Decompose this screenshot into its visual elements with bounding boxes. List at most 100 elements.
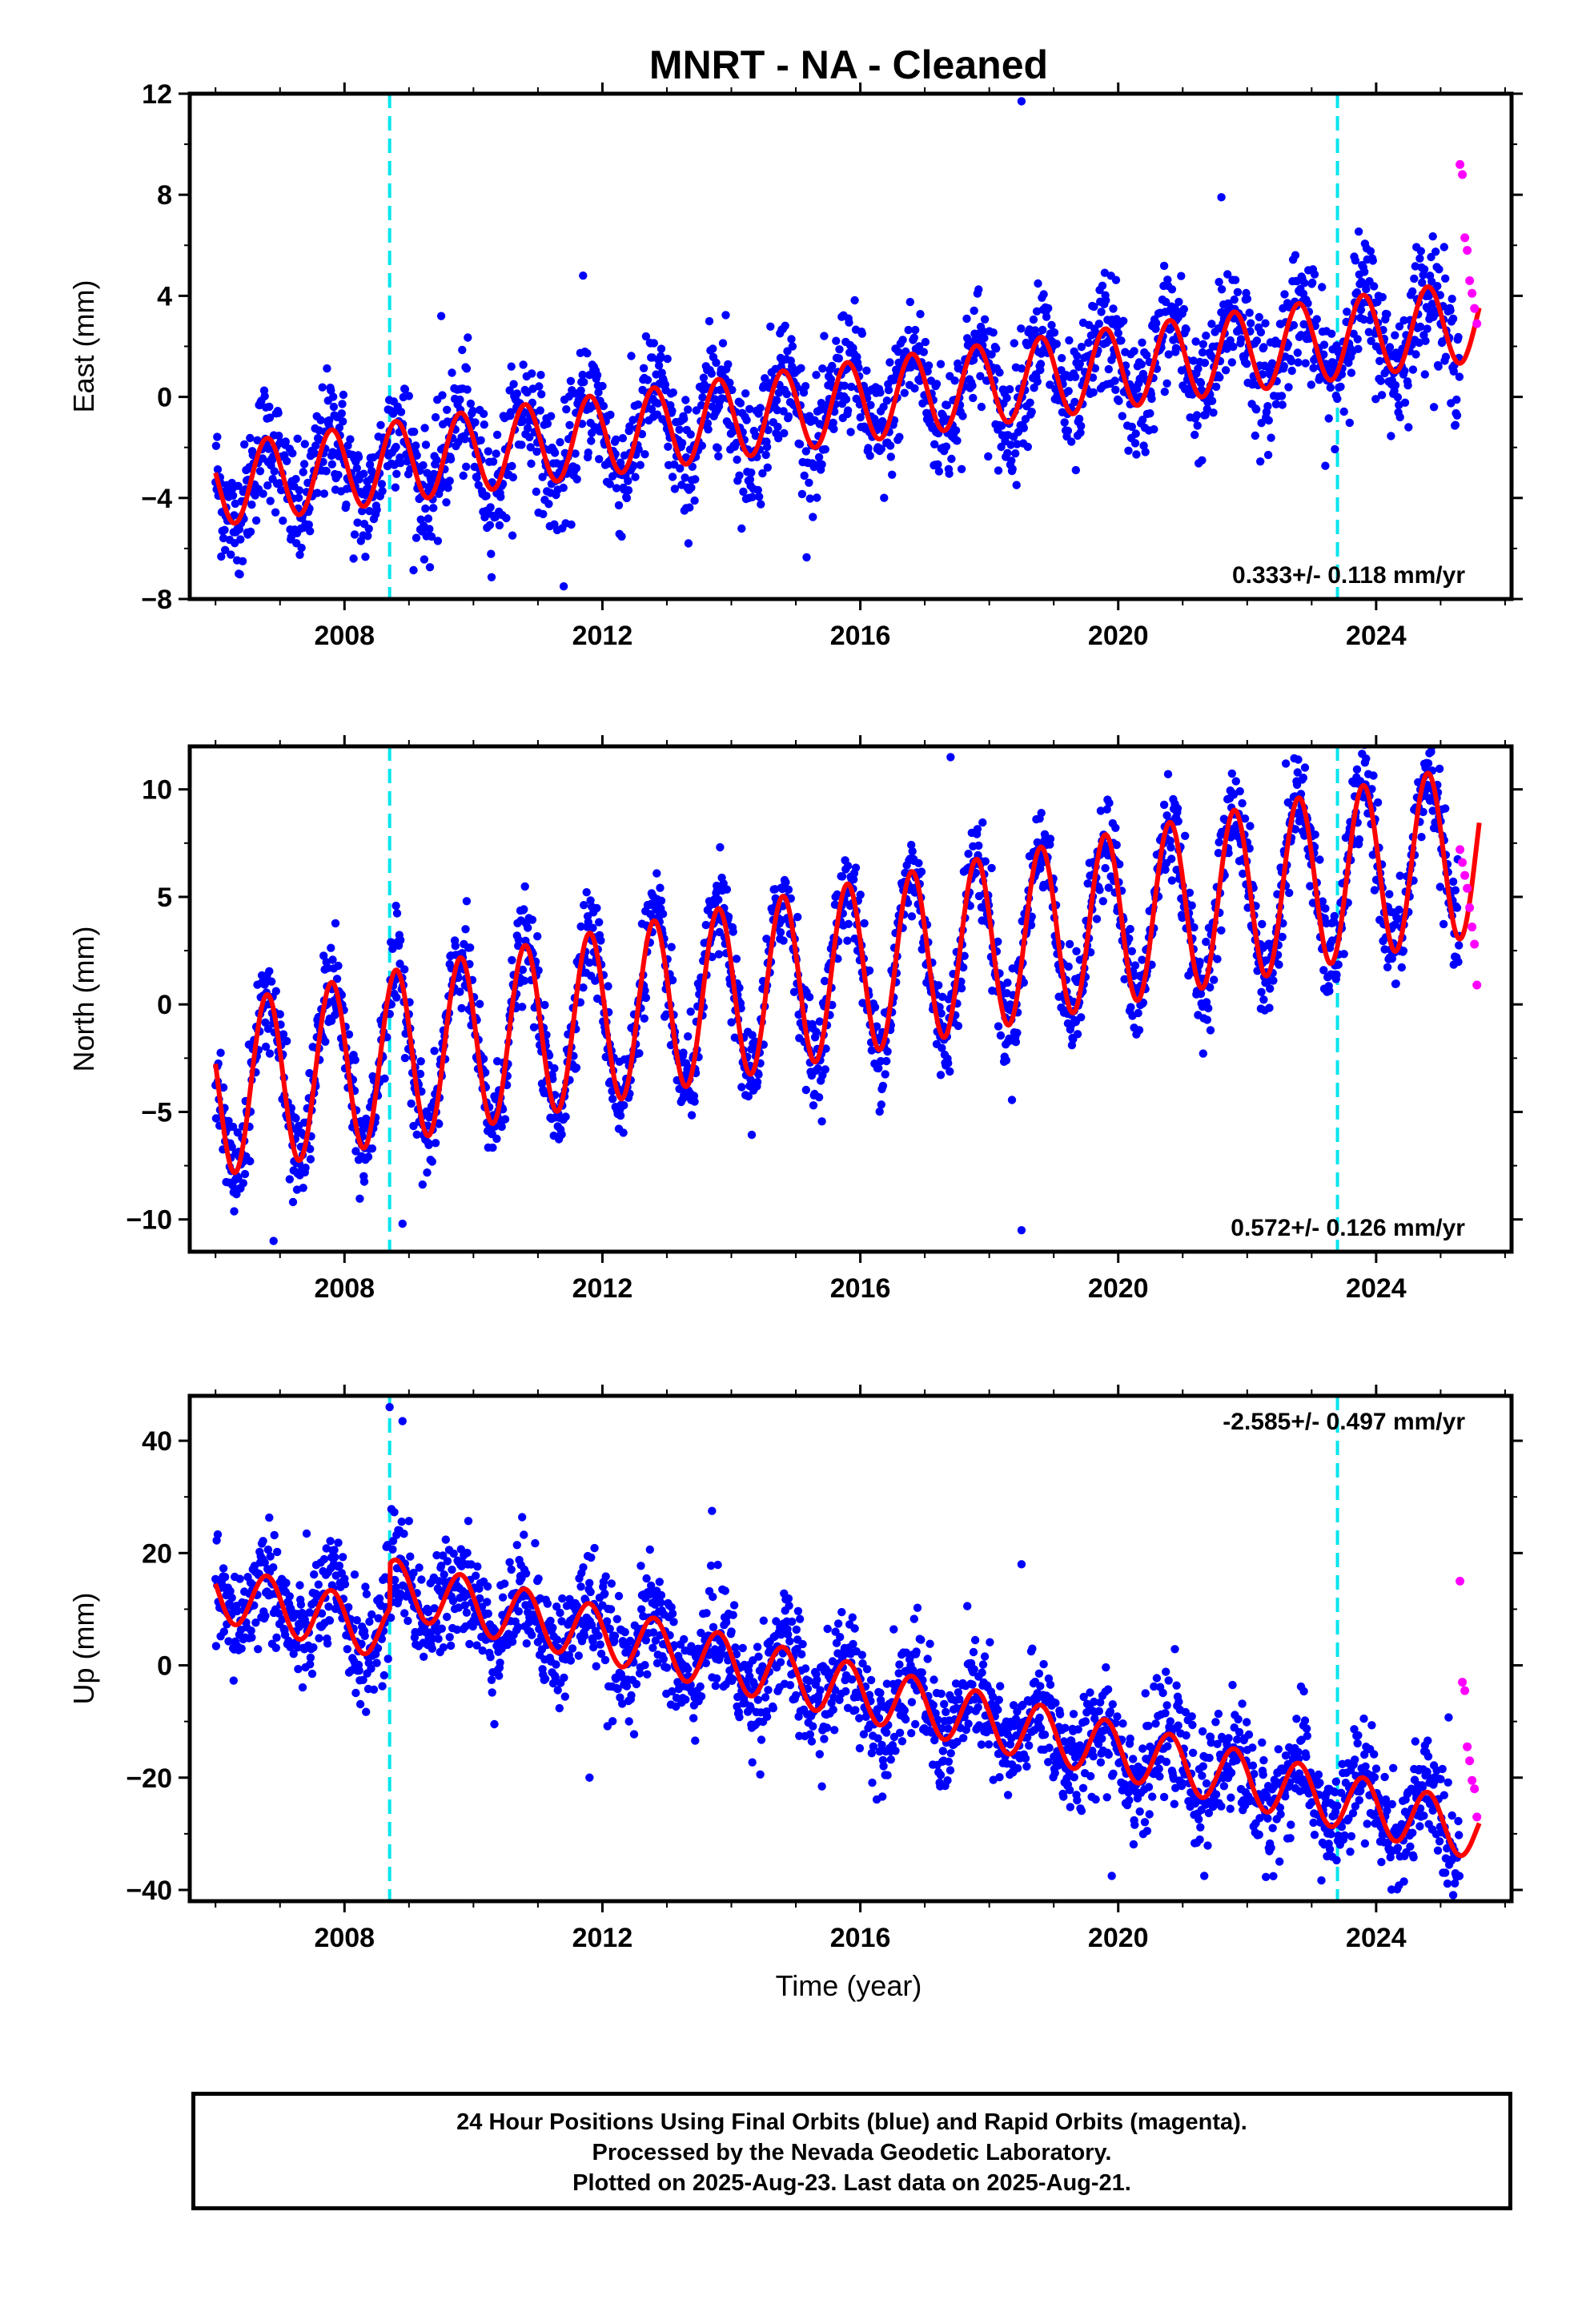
data-point	[322, 1544, 331, 1553]
data-point	[482, 492, 491, 501]
data-point	[232, 1606, 242, 1616]
data-point	[1131, 429, 1140, 438]
data-point	[1181, 831, 1190, 841]
data-point	[1235, 786, 1244, 796]
data-point	[318, 383, 327, 392]
data-point	[614, 501, 624, 510]
data-point	[559, 483, 568, 493]
data-point	[1159, 800, 1169, 810]
data-point	[1114, 396, 1123, 405]
data-point	[1336, 382, 1345, 392]
data-point	[1034, 279, 1042, 288]
data-point	[1072, 947, 1081, 956]
data-point	[1269, 976, 1278, 985]
data-point	[629, 461, 638, 470]
data-point	[539, 509, 548, 519]
data-point	[1002, 1055, 1011, 1065]
data-point	[392, 993, 401, 1002]
data-point	[989, 328, 998, 337]
data-point	[1403, 381, 1412, 390]
data-point	[654, 361, 664, 370]
data-point	[519, 360, 528, 369]
data-point	[908, 846, 917, 856]
data-point	[417, 1575, 426, 1584]
data-point	[1102, 296, 1110, 305]
data-point	[424, 514, 433, 523]
data-point	[1245, 308, 1254, 317]
data-point	[508, 472, 517, 482]
data-point	[909, 333, 919, 342]
data-point	[1215, 838, 1223, 846]
data-point	[684, 1032, 693, 1041]
data-point	[994, 466, 1003, 475]
data-point	[1418, 278, 1427, 287]
data-point	[1067, 437, 1076, 446]
data-point	[1117, 336, 1126, 345]
data-point	[1164, 350, 1173, 359]
data-point	[865, 451, 874, 460]
rapid-orbit-point	[1470, 304, 1480, 313]
data-point	[1258, 919, 1267, 929]
data-point	[400, 1054, 410, 1063]
data-point	[656, 344, 666, 353]
data-point	[604, 982, 612, 991]
data-point	[987, 350, 996, 359]
data-point	[594, 388, 603, 397]
data-point	[994, 937, 1002, 947]
data-point	[793, 912, 802, 922]
data-point	[805, 478, 813, 487]
data-point	[1233, 287, 1243, 296]
data-point	[500, 1115, 510, 1124]
y-tick-label: 10	[142, 775, 172, 806]
data-point	[298, 1683, 307, 1692]
data-point	[1127, 422, 1137, 432]
data-point	[736, 399, 745, 408]
data-point	[344, 1030, 354, 1039]
data-point	[561, 1112, 570, 1121]
data-point	[773, 406, 781, 415]
data-point	[1259, 995, 1268, 1004]
data-point	[365, 1617, 374, 1626]
data-point	[311, 441, 320, 450]
x-tick-label: 2020	[1088, 1273, 1149, 1304]
data-point	[1204, 1003, 1213, 1013]
data-point	[1202, 332, 1211, 340]
data-point	[329, 392, 338, 401]
data-point	[331, 1553, 339, 1562]
data-point	[330, 1546, 339, 1554]
data-point	[240, 1169, 250, 1179]
data-point	[809, 513, 817, 521]
data-point	[1210, 975, 1219, 984]
data-point	[1050, 328, 1059, 337]
data-point	[1161, 865, 1170, 875]
data-point	[416, 1057, 425, 1066]
data-point	[936, 360, 946, 368]
data-point	[1127, 947, 1137, 956]
data-point	[1046, 380, 1054, 389]
data-point	[801, 382, 810, 391]
outlier-point	[1017, 1225, 1026, 1235]
data-point	[1134, 1026, 1144, 1035]
data-point	[1399, 947, 1408, 955]
data-point	[735, 983, 744, 992]
data-point	[870, 1003, 880, 1012]
data-point	[781, 878, 790, 887]
data-point	[1434, 362, 1443, 371]
data-point	[1415, 322, 1425, 332]
data-point	[1393, 392, 1403, 402]
data-point	[1435, 764, 1444, 774]
data-point	[532, 447, 541, 456]
data-point	[271, 508, 280, 517]
data-point	[383, 1655, 392, 1663]
data-point	[457, 1003, 466, 1013]
data-point	[1200, 358, 1210, 368]
data-point	[882, 1056, 891, 1066]
data-point	[721, 311, 730, 320]
data-point	[877, 1100, 886, 1109]
data-point	[518, 416, 528, 424]
data-point	[690, 1097, 699, 1106]
data-point	[843, 406, 853, 415]
data-point	[1329, 358, 1339, 368]
data-point	[898, 336, 907, 344]
